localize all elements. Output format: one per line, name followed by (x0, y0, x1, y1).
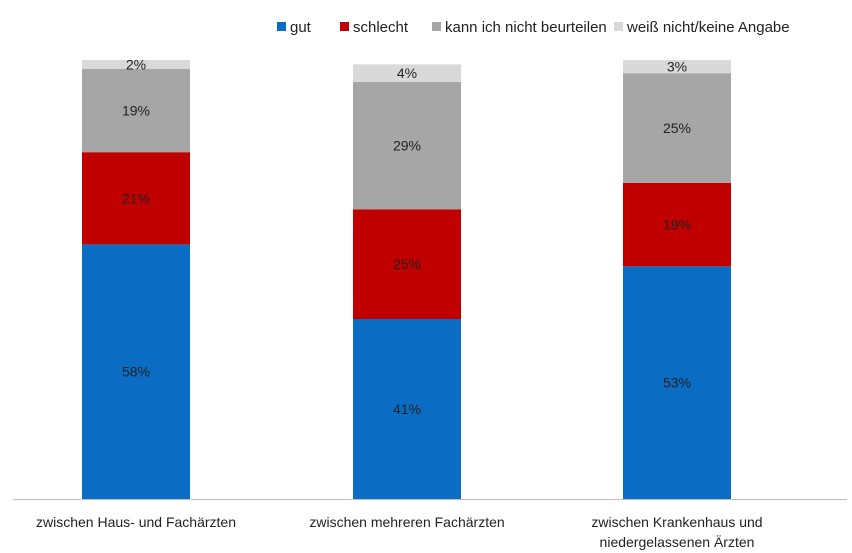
legend-marker (277, 22, 286, 31)
x-tick-label-line: zwischen mehreren Fachärzten (309, 514, 505, 530)
data-label: 4% (397, 65, 417, 81)
legend-marker (432, 22, 441, 31)
data-label: 3% (667, 59, 687, 75)
data-label: 29% (393, 138, 421, 154)
x-tick-label: zwischen Haus- und Fachärzten (16, 512, 256, 532)
data-label: 58% (122, 364, 150, 380)
x-tick-label-line: zwischen Haus- und Fachärzten (36, 514, 236, 530)
bar-segment-wei-nicht-keine-angabe (82, 60, 190, 69)
bar-segment-gut (623, 266, 731, 499)
bar-segment-kann-ich-nicht-beurteilen (82, 68, 190, 153)
x-tick-label: zwischen mehreren Fachärzten (287, 512, 527, 532)
data-label: 21% (122, 190, 150, 206)
bar-segment-kann-ich-nicht-beurteilen (623, 73, 731, 183)
data-label: 2% (126, 56, 146, 72)
data-label: 19% (663, 217, 691, 233)
legend-marker (614, 22, 623, 31)
legend-marker (340, 22, 349, 31)
bar-segment-wei-nicht-keine-angabe (353, 64, 461, 82)
data-label: 25% (663, 120, 691, 136)
bar-segment-schlecht (82, 152, 190, 245)
bar-segment-schlecht (353, 209, 461, 320)
x-tick-label-line: zwischen Krankenhaus und (591, 514, 763, 530)
data-label: 41% (393, 401, 421, 417)
data-label: 53% (663, 375, 691, 391)
legend-label: schlecht (353, 19, 409, 36)
legend-label: weiß nicht/keine Angabe (626, 19, 790, 36)
x-tick-label: zwischen Krankenhaus und niedergelassenen… (557, 512, 797, 552)
bar-segment-kann-ich-nicht-beurteilen (353, 81, 461, 210)
legend-label: gut (290, 19, 312, 36)
bar-segment-schlecht (623, 182, 731, 267)
x-tick-label-line: niedergelassenen Ärzten (599, 534, 755, 550)
legend-label: kann ich nicht beurteilen (445, 19, 607, 36)
bar-segment-gut (82, 244, 190, 499)
data-label: 19% (122, 102, 150, 118)
bar-segment-gut (353, 319, 461, 499)
bar-segment-wei-nicht-keine-angabe (623, 60, 731, 74)
data-label: 25% (393, 256, 421, 272)
